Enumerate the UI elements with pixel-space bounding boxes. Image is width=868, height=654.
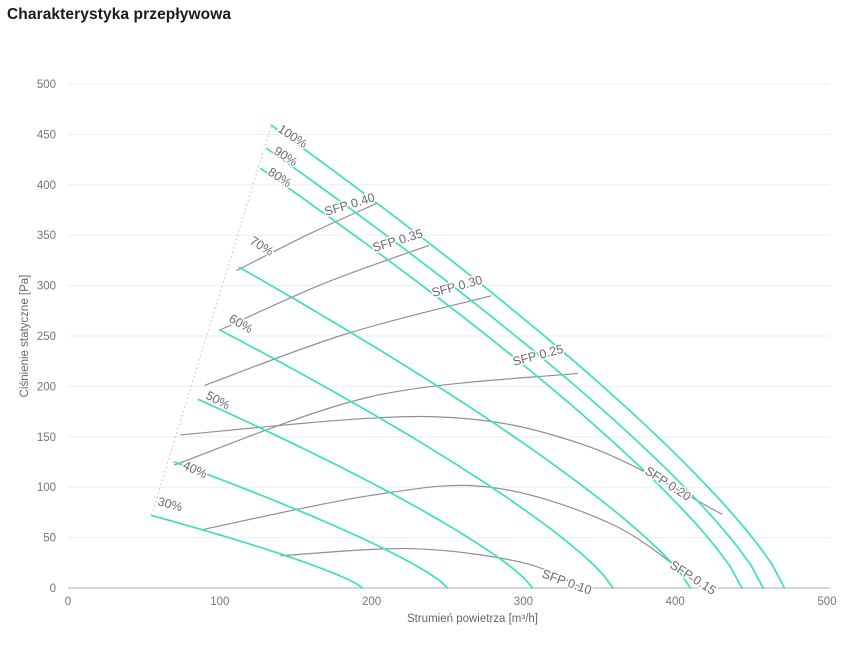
y-tick-label: 50 — [43, 533, 56, 545]
fan-curve — [218, 329, 614, 589]
sfp-curve — [202, 484, 703, 589]
sfp-curve — [174, 372, 579, 466]
fan-curve-label: 40% — [181, 458, 210, 481]
y-tick-label: 0 — [50, 583, 56, 595]
sfp-curve-label: SFP 0.10 — [540, 567, 594, 598]
x-tick-label: 200 — [362, 596, 381, 608]
x-axis-title: Strumień powietrza [m³/h] — [407, 613, 538, 625]
fan-curve-label: 80% — [265, 165, 294, 190]
x-tick-label: 500 — [817, 596, 836, 608]
fan-curve — [173, 461, 449, 589]
surge-line — [151, 125, 272, 516]
sfp-curve-label: SFP 0.30 — [430, 273, 484, 300]
chart-title: Charakterystyka przepływowa — [7, 6, 232, 23]
x-tick-label: 300 — [514, 596, 533, 608]
fan-curve — [259, 167, 743, 589]
sfp-curve-label: SFP 0.15 — [667, 558, 718, 598]
sfp-curve-label: SFP 0.25 — [511, 342, 565, 369]
fan-curve — [150, 514, 364, 589]
y-tick-label: 350 — [37, 230, 56, 242]
fan-curve — [197, 398, 534, 589]
y-tick-label: 450 — [37, 129, 56, 141]
sfp-curve — [280, 547, 583, 589]
y-tick-label: 400 — [37, 180, 56, 192]
sfp-curve — [236, 202, 378, 272]
sfp-curve — [204, 295, 492, 386]
x-tick-label: 100 — [210, 596, 229, 608]
x-tick-label: 400 — [666, 596, 685, 608]
y-tick-label: 150 — [37, 432, 56, 444]
y-tick-label: 200 — [37, 381, 56, 393]
fan-curve — [238, 266, 692, 589]
fan-curve — [266, 147, 765, 589]
y-tick-label: 500 — [37, 79, 56, 91]
y-axis-title: Ciśnienie statyczne [Pa] — [19, 275, 31, 398]
x-tick-label: 0 — [65, 596, 71, 608]
fan-curve-label: 70% — [247, 234, 276, 259]
y-tick-label: 250 — [37, 331, 56, 343]
y-tick-label: 300 — [37, 281, 56, 293]
fan-curve-label: 30% — [156, 494, 184, 514]
sfp-curve — [219, 244, 430, 331]
y-tick-label: 100 — [37, 482, 56, 494]
fan-curve — [270, 124, 786, 589]
